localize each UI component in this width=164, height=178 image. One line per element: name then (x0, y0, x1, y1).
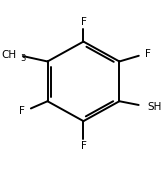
Text: F: F (81, 141, 86, 151)
Text: F: F (145, 49, 151, 59)
Text: 3: 3 (20, 54, 25, 63)
Text: F: F (19, 106, 25, 116)
Text: CH: CH (1, 50, 16, 60)
Text: F: F (81, 17, 86, 27)
Text: SH: SH (147, 102, 161, 112)
